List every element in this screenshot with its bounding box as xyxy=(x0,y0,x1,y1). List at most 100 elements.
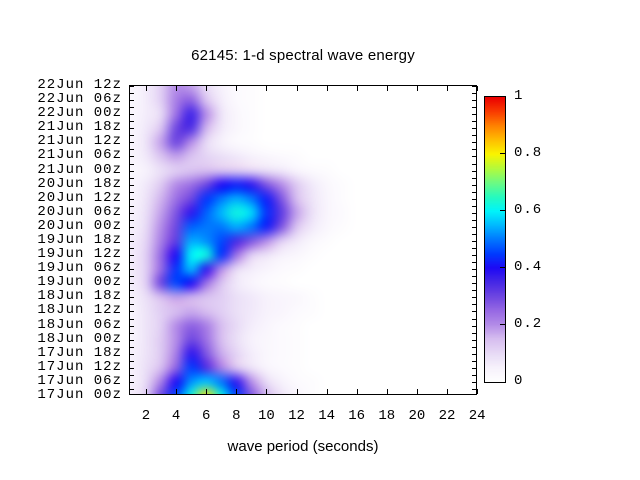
colorbar-gradient xyxy=(485,97,505,382)
x-tick-label: 4 xyxy=(171,408,181,424)
y-tick-label: 22Jun 00z xyxy=(37,105,122,122)
y-tick-label: 21Jun 12z xyxy=(37,133,122,150)
tick-mark xyxy=(130,184,134,186)
tick-mark xyxy=(130,156,134,158)
tick-mark xyxy=(472,332,476,334)
tick-mark xyxy=(130,290,134,292)
plot-area xyxy=(129,85,479,395)
y-tick-label: 17Jun 18z xyxy=(37,344,122,361)
tick-mark xyxy=(472,360,476,362)
tick-mark xyxy=(130,262,134,264)
tick-mark xyxy=(472,269,476,271)
tick-mark xyxy=(130,212,134,214)
y-tick-label: 18Jun 06z xyxy=(37,316,122,333)
tick-mark xyxy=(266,86,268,91)
tick-mark xyxy=(326,389,328,394)
tick-mark xyxy=(130,367,134,369)
tick-mark xyxy=(472,219,476,221)
tick-mark xyxy=(206,86,208,91)
tick-mark xyxy=(130,255,134,257)
tick-mark xyxy=(130,241,134,242)
tick-mark xyxy=(472,191,476,193)
x-tick-label: 16 xyxy=(348,408,366,424)
tick-mark xyxy=(472,304,476,306)
tick-mark xyxy=(472,198,476,200)
tick-mark xyxy=(130,311,134,313)
tick-mark xyxy=(447,389,448,394)
tick-mark xyxy=(472,276,476,278)
y-tick-label: 21Jun 06z xyxy=(37,147,122,164)
tick-mark xyxy=(130,269,134,271)
x-tick-label: 8 xyxy=(232,408,241,424)
tick-mark xyxy=(130,381,134,383)
tick-mark xyxy=(386,86,388,91)
y-tick-label: 18Jun 12z xyxy=(37,302,122,319)
tick-mark xyxy=(206,389,208,394)
tick-mark xyxy=(130,388,134,390)
y-tick-label: 20Jun 06z xyxy=(37,203,122,220)
x-tick-label: 6 xyxy=(201,408,211,424)
tick-mark xyxy=(130,170,134,172)
tick-mark xyxy=(472,262,476,264)
tick-mark xyxy=(416,389,418,394)
y-tick-label: 18Jun 18z xyxy=(37,288,122,305)
tick-mark xyxy=(130,163,134,165)
tick-mark xyxy=(326,86,328,91)
y-tick-label: 21Jun 18z xyxy=(37,119,122,136)
tick-mark xyxy=(130,360,134,362)
tick-mark xyxy=(356,389,358,394)
tick-mark xyxy=(130,86,134,87)
tick-mark xyxy=(176,86,178,91)
y-tick-label: 20Jun 00z xyxy=(37,217,122,234)
tick-mark xyxy=(472,367,476,369)
tick-mark xyxy=(472,93,476,95)
tick-mark xyxy=(130,248,134,250)
colorbar-tick-mark xyxy=(500,210,505,211)
tick-mark xyxy=(472,318,476,320)
colorbar-tick-mark xyxy=(500,267,505,268)
y-tick-label: 19Jun 00z xyxy=(37,274,122,291)
tick-mark xyxy=(472,346,476,348)
y-tick-label: 17Jun 12z xyxy=(37,358,122,375)
tick-mark xyxy=(130,114,134,116)
tick-mark xyxy=(130,233,134,235)
tick-mark xyxy=(236,86,238,91)
colorbar xyxy=(484,96,506,383)
tick-mark xyxy=(472,297,476,299)
x-tick-label: 22 xyxy=(438,408,456,424)
tick-mark xyxy=(477,86,479,91)
y-tick-label: 18Jun 00z xyxy=(37,330,122,347)
tick-mark xyxy=(130,205,134,207)
tick-mark xyxy=(472,149,476,151)
y-tick-label: 20Jun 12z xyxy=(37,189,122,206)
colorbar-tick-label: 0.6 xyxy=(514,202,543,218)
tick-mark xyxy=(296,389,298,394)
heatmap-canvas xyxy=(130,86,476,394)
tick-mark xyxy=(296,86,298,91)
y-tick-label: 21Jun 00z xyxy=(37,161,122,178)
tick-mark xyxy=(472,325,476,327)
y-tick-label: 17Jun 06z xyxy=(37,372,122,389)
tick-mark xyxy=(146,86,147,91)
tick-mark xyxy=(130,100,134,102)
x-tick-label: 12 xyxy=(288,408,305,424)
tick-mark xyxy=(472,388,476,390)
y-tick-label: 19Jun 06z xyxy=(37,260,122,277)
y-tick-label: 20Jun 18z xyxy=(37,175,122,192)
tick-mark xyxy=(130,107,134,109)
tick-mark xyxy=(266,389,268,394)
tick-mark xyxy=(472,353,476,355)
tick-mark xyxy=(472,100,476,102)
tick-mark xyxy=(130,128,134,130)
colorbar-tick-label: 0.4 xyxy=(514,259,543,275)
tick-mark xyxy=(130,325,134,327)
tick-mark xyxy=(130,318,134,320)
tick-mark xyxy=(472,311,476,313)
tick-mark xyxy=(130,226,134,228)
tick-mark xyxy=(356,86,358,91)
tick-mark xyxy=(472,156,476,158)
tick-mark xyxy=(416,86,418,91)
colorbar-tick-label: 1 xyxy=(514,88,524,104)
x-tick-label: 20 xyxy=(408,408,426,424)
tick-mark xyxy=(130,177,134,179)
